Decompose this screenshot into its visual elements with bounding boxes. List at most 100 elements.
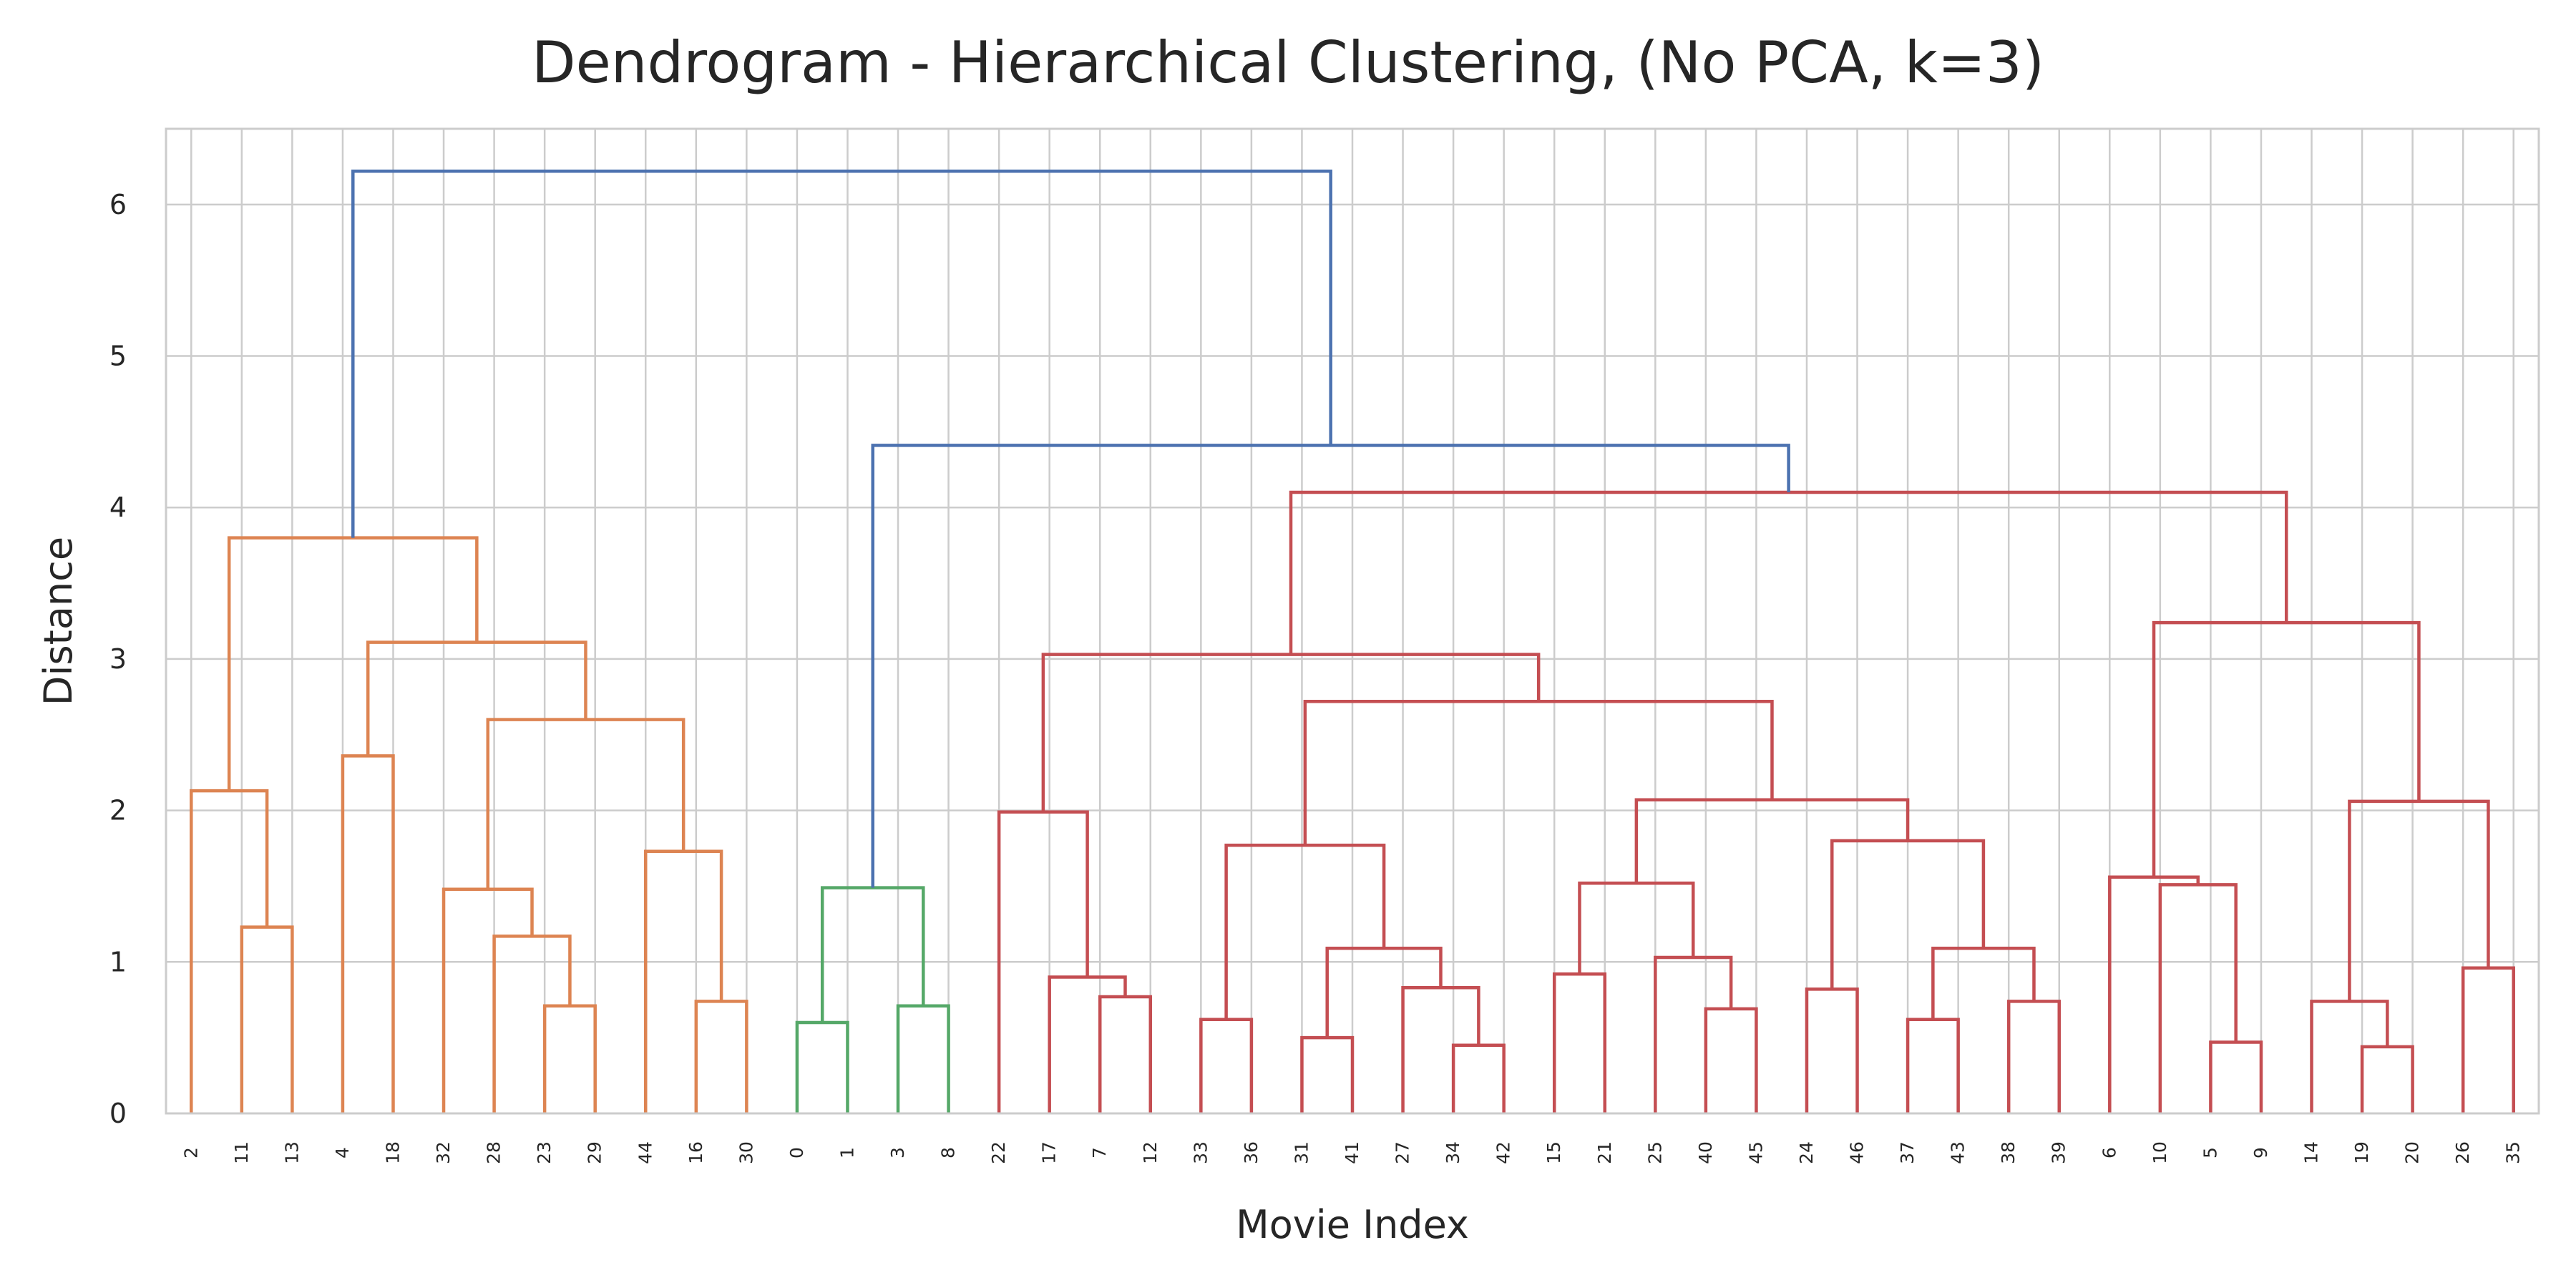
dendrogram-link (1289, 490, 2288, 655)
x-axis-ticks: 2 11 13 4 18 32 28 23 29 44 16 30 0 1 3 8 22 17 7 12 33 36 31 4… (180, 1141, 2523, 1164)
dendrogram-link (2006, 1000, 2061, 1113)
x-tick-label: 24 (1796, 1141, 1817, 1164)
x-tick-label: 37 (1897, 1141, 1918, 1164)
y-tick-label: 3 (109, 643, 127, 675)
dendrogram-link (2360, 1045, 2414, 1113)
dendrogram-link (1041, 653, 1541, 812)
x-tick-label: 3 (887, 1147, 908, 1158)
x-tick-label: 13 (281, 1141, 302, 1164)
dendrogram-link (1704, 1007, 1758, 1113)
dendrogram-link (366, 640, 587, 756)
dendrogram-link (2310, 1000, 2389, 1113)
dendrogram-link (795, 1020, 849, 1113)
dendrogram-link (441, 887, 534, 1113)
x-tick-label: 43 (1948, 1141, 1968, 1164)
dendrogram-link (542, 1004, 597, 1113)
x-tick-label: 11 (231, 1141, 252, 1164)
x-tick-label: 46 (1847, 1141, 1868, 1164)
x-tick-label: 18 (382, 1141, 403, 1164)
dendrogram-link (341, 754, 395, 1113)
dendrogram-link (227, 536, 479, 791)
x-tick-label: 45 (1745, 1141, 1766, 1164)
dendrogram-link (1805, 987, 1859, 1113)
y-tick-label: 4 (109, 492, 127, 523)
y-tick-label: 1 (109, 946, 127, 977)
dendrogram-link (2152, 620, 2421, 877)
x-tick-label: 15 (1543, 1141, 1564, 1164)
x-tick-label: 44 (635, 1141, 655, 1164)
x-tick-label: 40 (1695, 1141, 1716, 1164)
x-tick-label: 34 (1443, 1141, 1463, 1164)
dendrogram-link (1401, 986, 1480, 1113)
x-tick-label: 12 (1140, 1141, 1161, 1164)
x-tick-label: 33 (1190, 1141, 1211, 1164)
x-tick-label: 8 (938, 1147, 959, 1158)
x-tick-label: 22 (988, 1141, 1009, 1164)
x-tick-label: 1 (836, 1147, 857, 1158)
x-tick-label: 28 (484, 1141, 504, 1164)
dendrogram-link (1931, 947, 2036, 1020)
x-tick-label: 41 (1342, 1141, 1362, 1164)
dendrogram-link (1224, 844, 1386, 1020)
dendrogram-link (1578, 881, 1695, 975)
dendrogram-link (1451, 1043, 1506, 1113)
x-tick-label: 23 (534, 1141, 555, 1164)
dendrogram-link (820, 886, 925, 1023)
y-axis-ticks: 0 1 2 3 4 5 6 (109, 189, 127, 1129)
x-tick-label: 27 (1392, 1141, 1413, 1164)
x-tick-label: 6 (2099, 1147, 2119, 1158)
dendrogram-link (896, 1004, 950, 1113)
dendrogram-link (2348, 799, 2490, 1002)
x-tick-label: 36 (1241, 1141, 1262, 1164)
x-tick-label: 5 (2200, 1147, 2220, 1158)
dendrogram-link (190, 789, 269, 1113)
x-tick-label: 39 (2049, 1141, 2069, 1164)
dendrogram-link (1906, 1018, 1960, 1113)
dendrogram-link (1098, 995, 1153, 1113)
x-tick-label: 14 (2301, 1141, 2322, 1164)
x-tick-label: 42 (1493, 1141, 1514, 1164)
dendrogram-link (871, 444, 1790, 888)
dendrogram-link (486, 718, 686, 889)
x-tick-label: 10 (2150, 1141, 2170, 1164)
y-tick-label: 5 (109, 341, 127, 372)
dendrogram-link (351, 170, 1332, 538)
dendrogram-link (1048, 975, 1127, 1113)
dendrogram-links (190, 170, 2515, 1113)
y-axis-label: Distance (36, 537, 81, 706)
x-tick-label: 9 (2250, 1147, 2271, 1158)
dendrogram-link (1199, 1018, 1254, 1113)
x-tick-label: 2 (180, 1147, 201, 1158)
x-tick-label: 32 (433, 1141, 454, 1164)
x-tick-label: 30 (736, 1141, 756, 1164)
x-tick-label: 31 (1291, 1141, 1312, 1164)
x-tick-label: 20 (2402, 1141, 2423, 1164)
x-tick-label: 7 (1089, 1147, 1110, 1158)
plot-frame (165, 127, 2540, 1115)
x-tick-label: 19 (2351, 1141, 2372, 1164)
x-axis-label: Movie Index (1236, 1202, 1469, 1247)
chart-title: Dendrogram - Hierarchical Clustering, (N… (531, 29, 2045, 96)
dendrogram-link (2209, 1040, 2263, 1113)
dendrogram-link (694, 1000, 748, 1113)
x-tick-label: 16 (686, 1141, 706, 1164)
x-tick-label: 25 (1644, 1141, 1665, 1164)
x-tick-label: 17 (1039, 1141, 1060, 1164)
y-tick-label: 2 (109, 795, 127, 826)
dendrogram-link (1634, 798, 1910, 884)
dendrogram-link (240, 925, 294, 1113)
y-tick-label: 0 (109, 1098, 127, 1129)
dendrogram-link (2461, 966, 2515, 1113)
dendrogram-link (1325, 947, 1443, 1038)
dendrogram-link (1654, 955, 1733, 1113)
y-tick-label: 6 (109, 189, 127, 220)
x-tick-label: 4 (332, 1147, 353, 1158)
dendrogram-link (2158, 883, 2238, 1113)
x-tick-label: 21 (1594, 1141, 1615, 1164)
dendrogram-link (1300, 1035, 1355, 1113)
x-tick-label: 38 (1998, 1141, 2019, 1164)
x-tick-label: 0 (786, 1147, 807, 1158)
dendrogram-link (2108, 875, 2200, 1113)
x-tick-label: 35 (2503, 1141, 2524, 1164)
